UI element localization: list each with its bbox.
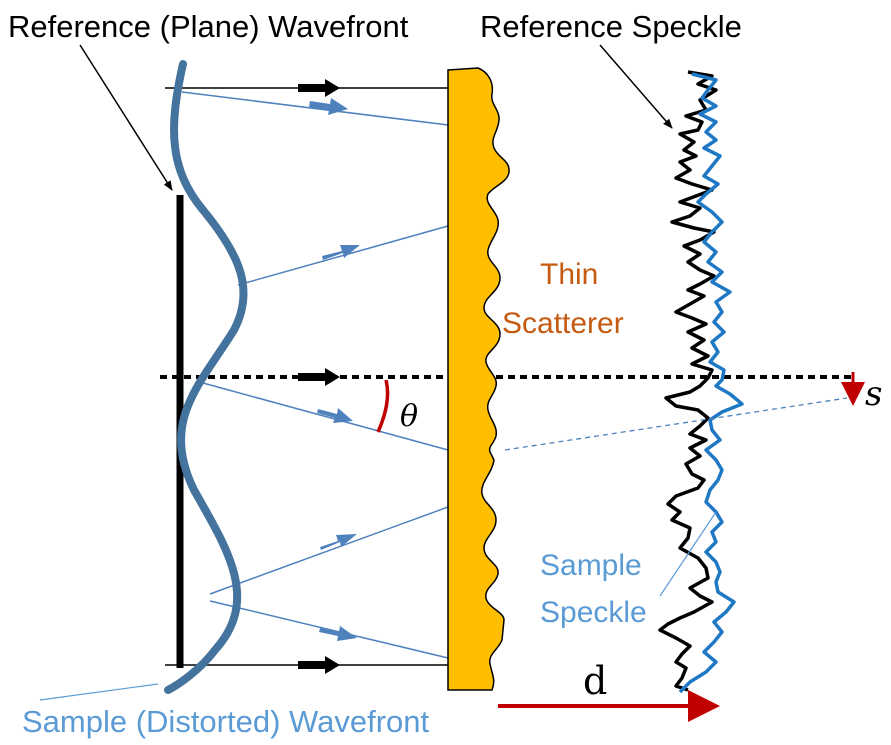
reference-speckle xyxy=(658,70,718,692)
ray-arrow-center xyxy=(298,368,340,386)
theta-arc xyxy=(376,379,390,433)
reference-speckle-pointer xyxy=(599,44,673,129)
sample-wavefront-label: Sample (Distorted) Wavefront xyxy=(22,704,430,739)
ray-arrow-bottom xyxy=(298,656,340,674)
thin-scatterer xyxy=(447,67,510,691)
sample-wavefront-pointer xyxy=(39,683,159,701)
reference-wavefront-label: Reference (Plane) Wavefront xyxy=(8,9,409,44)
thin-scatterer-label-line2: Scatterer xyxy=(502,307,624,340)
sample-ray-arrows xyxy=(309,98,360,641)
thin-scatterer-label-line1: Thin xyxy=(540,258,598,291)
distance-label: d xyxy=(583,659,607,703)
sample-wavefront-curve xyxy=(164,60,248,694)
sample-rays xyxy=(181,91,449,659)
sample-speckle-label-line2: Speckle xyxy=(540,596,647,629)
ray-arrow-top xyxy=(298,79,340,97)
shift-label: s xyxy=(865,374,882,414)
sample-speckle-pointer xyxy=(659,511,717,597)
sample-speckle xyxy=(678,72,744,694)
reference-speckle-label: Reference Speckle xyxy=(480,9,742,44)
theta-label: θ xyxy=(400,399,418,434)
sample-speckle-label-line1: Sample xyxy=(540,549,642,582)
propagated-ray xyxy=(504,397,848,451)
reference-wavefront-pointer xyxy=(79,44,173,191)
